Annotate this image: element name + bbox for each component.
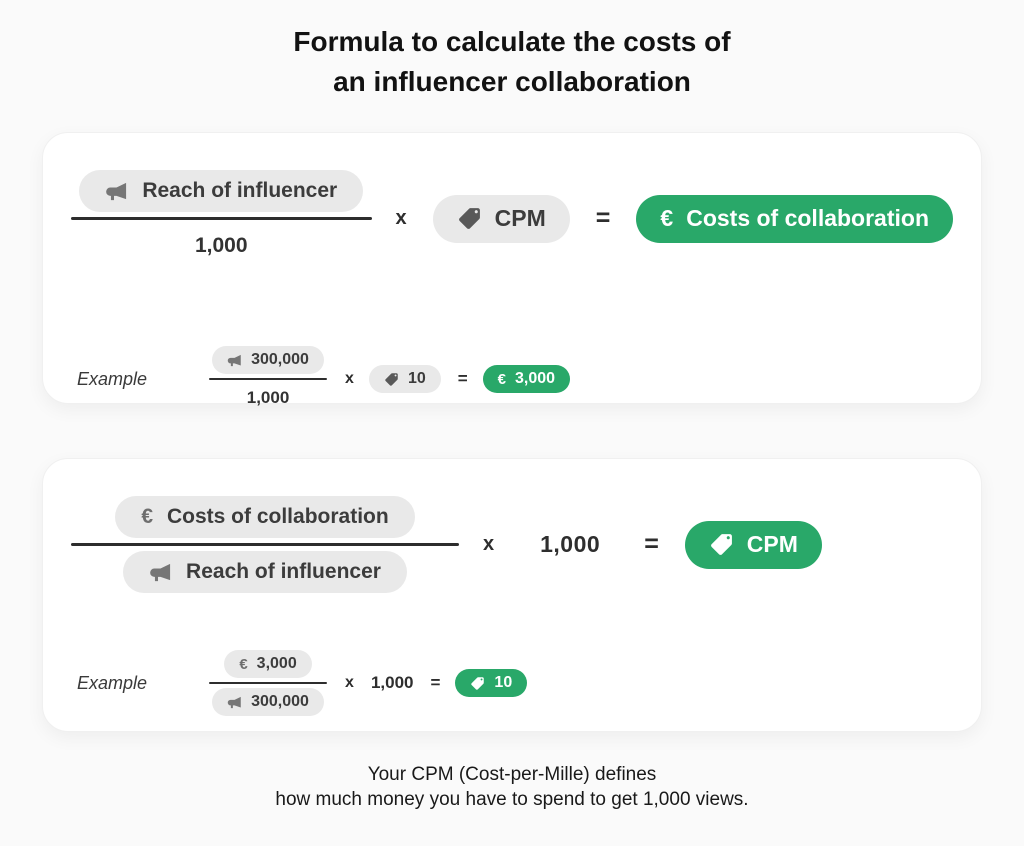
- euro-icon: €: [141, 505, 153, 528]
- example-denominator: 1,000: [246, 388, 290, 407]
- example-reach-pill: 300,000: [212, 346, 324, 374]
- tag-icon: [384, 372, 399, 387]
- multiply-sign: x: [483, 533, 495, 555]
- cpm-label: CPM: [746, 531, 798, 557]
- reach-of-influencer-pill: Reach of influencer: [123, 551, 407, 593]
- multiply-sign: x: [345, 370, 354, 387]
- cpm-pill: CPM: [432, 194, 570, 243]
- page-title-line2: an influencer collaboration: [333, 66, 691, 97]
- example-costs-value: 3,000: [256, 655, 297, 672]
- example-row-costs: Example 300,000 1,000 x 10 =: [71, 342, 953, 416]
- megaphone-icon: [149, 561, 172, 584]
- equals-sign: =: [595, 204, 611, 232]
- example-fraction: € 3,000 300,000: [209, 646, 328, 720]
- example-costs-pill: € 3,000: [224, 650, 312, 678]
- example-label: Example: [77, 368, 148, 389]
- cpm-label: CPM: [494, 205, 546, 231]
- example-factor-1000: 1,000: [370, 673, 414, 692]
- formula-card-costs: Reach of influencer 1,000 x CPM = € Cost…: [42, 132, 982, 407]
- costs-of-collaboration-result-pill: € Costs of collaboration: [636, 194, 953, 243]
- denominator-1000: 1,000: [194, 234, 248, 257]
- example-cpm-result-pill: 10: [455, 669, 528, 697]
- formula-row-cpm: € Costs of collaboration Reach of influe…: [71, 491, 953, 598]
- costs-of-collaboration-label: Costs of collaboration: [686, 205, 929, 231]
- fraction-reach-over-1000: Reach of influencer 1,000: [71, 165, 372, 272]
- example-cpm-pill: 10: [368, 365, 441, 393]
- fraction-bar: [71, 217, 372, 220]
- footer-note: Your CPM (Cost-per-Mille) defines how mu…: [0, 762, 1024, 812]
- page-title: Formula to calculate the costs of an inf…: [0, 22, 1024, 102]
- costs-of-collaboration-pill: € Costs of collaboration: [115, 496, 415, 538]
- megaphone-icon: [227, 695, 242, 710]
- megaphone-icon: [105, 180, 128, 203]
- reach-of-influencer-label: Reach of influencer: [142, 179, 338, 202]
- equals-sign: =: [457, 369, 468, 388]
- page-title-line1: Formula to calculate the costs of: [293, 26, 731, 57]
- fraction-bar: [209, 378, 328, 380]
- euro-icon: €: [239, 655, 248, 673]
- equals-sign: =: [430, 673, 441, 692]
- example-reach-value: 300,000: [251, 351, 309, 368]
- euro-icon: €: [497, 370, 507, 388]
- megaphone-icon: [227, 353, 242, 368]
- reach-of-influencer-pill: Reach of influencer: [79, 170, 364, 212]
- example-label: Example: [77, 672, 148, 693]
- fraction-bar: [209, 682, 328, 684]
- footer-line2: how much money you have to spend to get …: [275, 789, 749, 810]
- euro-icon: €: [660, 205, 674, 231]
- example-cpm-value: 10: [407, 370, 426, 387]
- example-costs-value: 3,000: [515, 370, 556, 387]
- example-cpm-value: 10: [494, 674, 513, 691]
- fraction-costs-over-reach: € Costs of collaboration Reach of influe…: [71, 491, 459, 598]
- fraction-bar: [71, 543, 459, 546]
- cpm-result-pill: CPM: [684, 520, 822, 569]
- example-costs-result-pill: € 3,000: [482, 365, 571, 393]
- multiply-sign: x: [345, 674, 354, 691]
- example-fraction: 300,000 1,000: [209, 342, 328, 416]
- footer-line1: Your CPM (Cost-per-Mille) defines: [367, 764, 657, 785]
- example-row-cpm: Example € 3,000 300,000 x 1,000 =: [71, 646, 953, 720]
- example-reach-value: 300,000: [251, 693, 309, 710]
- multiply-sign: x: [395, 207, 407, 229]
- costs-of-collaboration-label: Costs of collaboration: [167, 505, 389, 528]
- tag-icon: [709, 532, 734, 557]
- factor-1000: 1,000: [540, 531, 601, 557]
- tag-icon: [470, 676, 485, 691]
- example-reach-pill: 300,000: [212, 688, 324, 716]
- reach-of-influencer-label: Reach of influencer: [186, 560, 381, 583]
- formula-row-costs: Reach of influencer 1,000 x CPM = € Cost…: [71, 165, 953, 272]
- equals-sign: =: [644, 530, 659, 558]
- formula-card-cpm: € Costs of collaboration Reach of influe…: [42, 458, 982, 732]
- tag-icon: [457, 206, 482, 231]
